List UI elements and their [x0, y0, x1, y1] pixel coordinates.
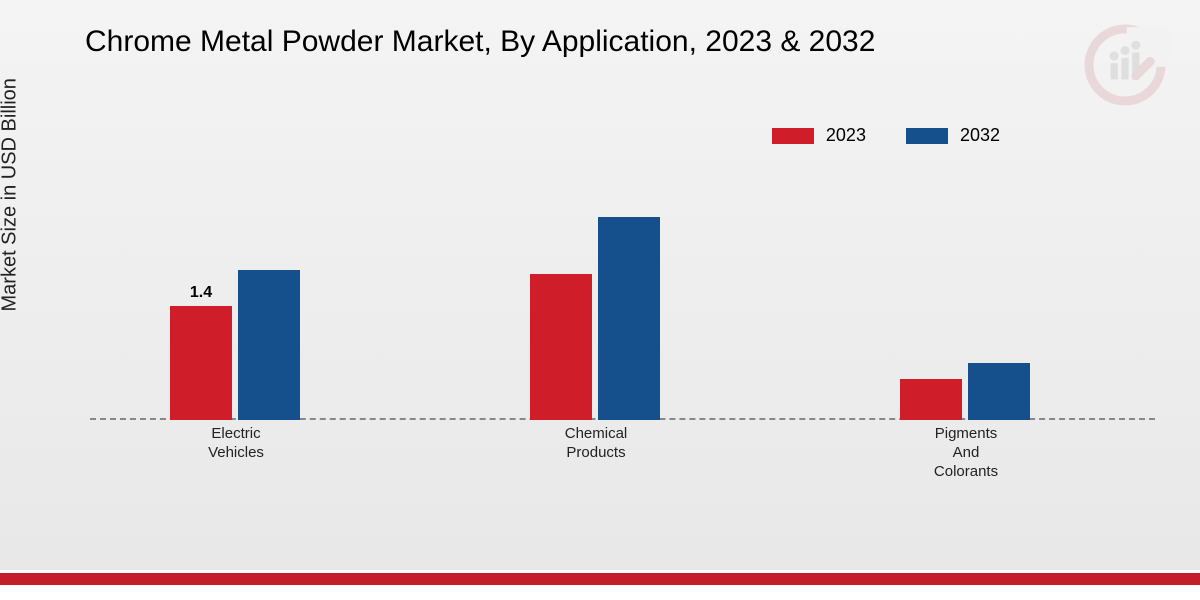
legend: 2023 2032: [772, 125, 1000, 146]
bar-2032: [968, 363, 1030, 420]
bar-group: [900, 363, 1030, 420]
legend-item-2023: 2023: [772, 125, 866, 146]
brand-bar: [0, 573, 1200, 585]
bar-2032: [238, 270, 300, 420]
legend-label-2032: 2032: [960, 125, 1000, 146]
legend-swatch-2032: [906, 128, 948, 144]
chart-title: Chrome Metal Powder Market, By Applicati…: [85, 25, 875, 59]
bar-2023: [900, 379, 962, 420]
legend-item-2032: 2032: [906, 125, 1000, 146]
bar-2023: [530, 274, 592, 420]
bar-value-label: 1.4: [170, 284, 232, 302]
bar-group: [530, 217, 660, 420]
category-label: PigmentsAndColorants: [926, 425, 1006, 481]
category-label: ElectricVehicles: [196, 425, 276, 463]
category-label: ChemicalProducts: [556, 425, 636, 463]
y-axis-label: Market Size in USD Billion: [0, 78, 22, 311]
legend-label-2023: 2023: [826, 125, 866, 146]
bar-2023: [170, 306, 232, 420]
bar-2032: [598, 217, 660, 420]
chart-plot-area: 1.4ElectricVehiclesChemicalProductsPigme…: [90, 160, 1155, 420]
legend-swatch-2023: [772, 128, 814, 144]
brand-logo: [1080, 20, 1170, 110]
